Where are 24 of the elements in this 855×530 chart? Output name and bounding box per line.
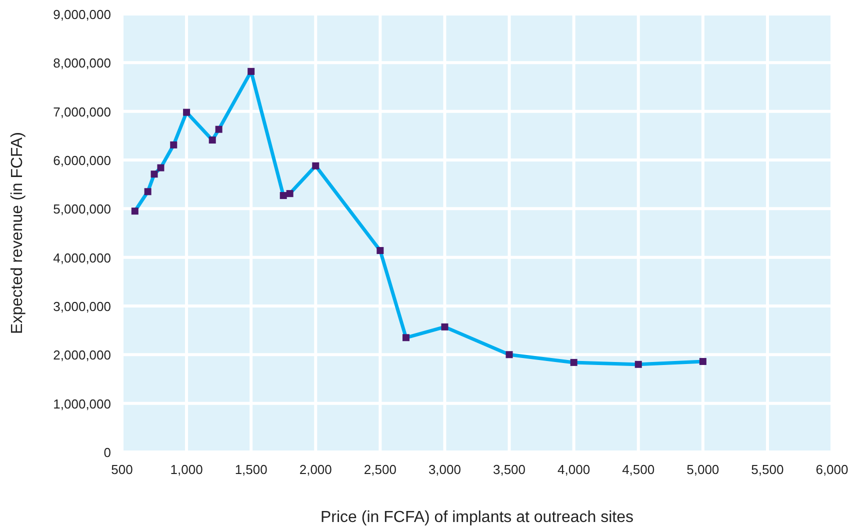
x-tick-label: 5,500: [751, 462, 784, 477]
y-tick-label: 7,000,000: [53, 104, 111, 120]
x-tick-label: 5,000: [686, 462, 720, 477]
y-tick-label: 0: [104, 445, 111, 460]
y-tick-label: 6,000,000: [53, 153, 111, 168]
y-tick-label: 2,000,000: [53, 348, 111, 363]
y-tick-label: 5,000,000: [53, 202, 111, 217]
x-tick-label: 6,000: [816, 462, 848, 477]
x-tick-label: 500: [111, 462, 133, 477]
y-axis-title: Expected revenue (in FCFA): [9, 132, 26, 334]
x-tick-label: 3,500: [493, 462, 526, 477]
y-tick-label: 4,000,000: [53, 250, 111, 266]
x-tick-label: 4,000: [558, 462, 590, 477]
x-tick-label: 3,000: [428, 462, 461, 477]
x-tick-label: 2,500: [364, 462, 396, 477]
y-tick-label: 8,000,000: [53, 56, 111, 71]
y-tick-label: 3,000,000: [53, 299, 111, 314]
x-tick-label: 1,000: [170, 462, 203, 477]
x-tick-label: 4,500: [622, 462, 655, 477]
x-tick-label: 1,500: [234, 462, 268, 477]
y-tick-label: 1,000,000: [53, 396, 111, 412]
x-tick-label: 2,000: [299, 462, 332, 477]
y-tick-label: 9,000,000: [53, 7, 111, 22]
x-axis-title: Price (in FCFA) of implants at outreach sites: [320, 509, 634, 526]
